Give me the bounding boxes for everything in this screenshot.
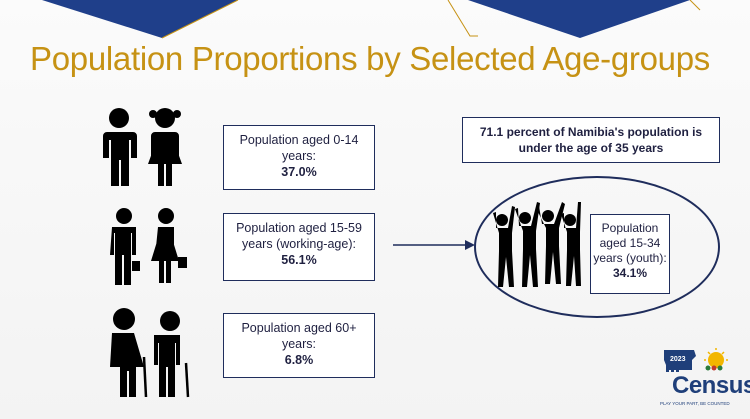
namibia-map-icon: [664, 348, 728, 372]
group-label: Population aged 60+ years:: [241, 321, 357, 351]
note-box: 71.1 percent of Namibia's population is …: [462, 117, 720, 163]
logo-tagline: PLAY YOUR PART, BE COUNTED: [660, 401, 730, 406]
page-title: Population Proportions by Selected Age-g…: [30, 40, 710, 77]
group-value: 37.0%: [281, 165, 317, 179]
working-adults-icon: [110, 208, 187, 285]
group-box-15-59: Population aged 15-59 years (working-age…: [223, 213, 375, 281]
youth-silhouettes-icon: [493, 202, 581, 287]
logo-wordmark: Census: [672, 372, 750, 399]
group-box-60-plus: Population aged 60+ years: 6.8%: [223, 313, 375, 378]
group-box-0-14: Population aged 0-14 years: 37.0%: [223, 125, 375, 190]
youth-ellipse: [474, 176, 720, 318]
children-icon: [103, 108, 182, 186]
top-decoration: [42, 0, 701, 39]
elderly-icon: [110, 308, 190, 398]
group-label: Population aged 0-14 years:: [239, 133, 359, 163]
group-value: 56.1%: [281, 253, 317, 267]
logo-year: 2023: [670, 356, 686, 363]
arrow-icon: [393, 240, 475, 250]
youth-label: Population aged 15-34 years (youth):: [593, 221, 667, 265]
census-logo: 2023 Census PLAY YOUR PART, BE COUNTED: [656, 348, 750, 418]
group-value: 6.8%: [284, 353, 314, 367]
youth-box: Population aged 15-34 years (youth): 34.…: [590, 214, 670, 294]
group-label: Population aged 15-59 years (working-age…: [236, 221, 362, 251]
youth-value: 34.1%: [612, 266, 648, 280]
